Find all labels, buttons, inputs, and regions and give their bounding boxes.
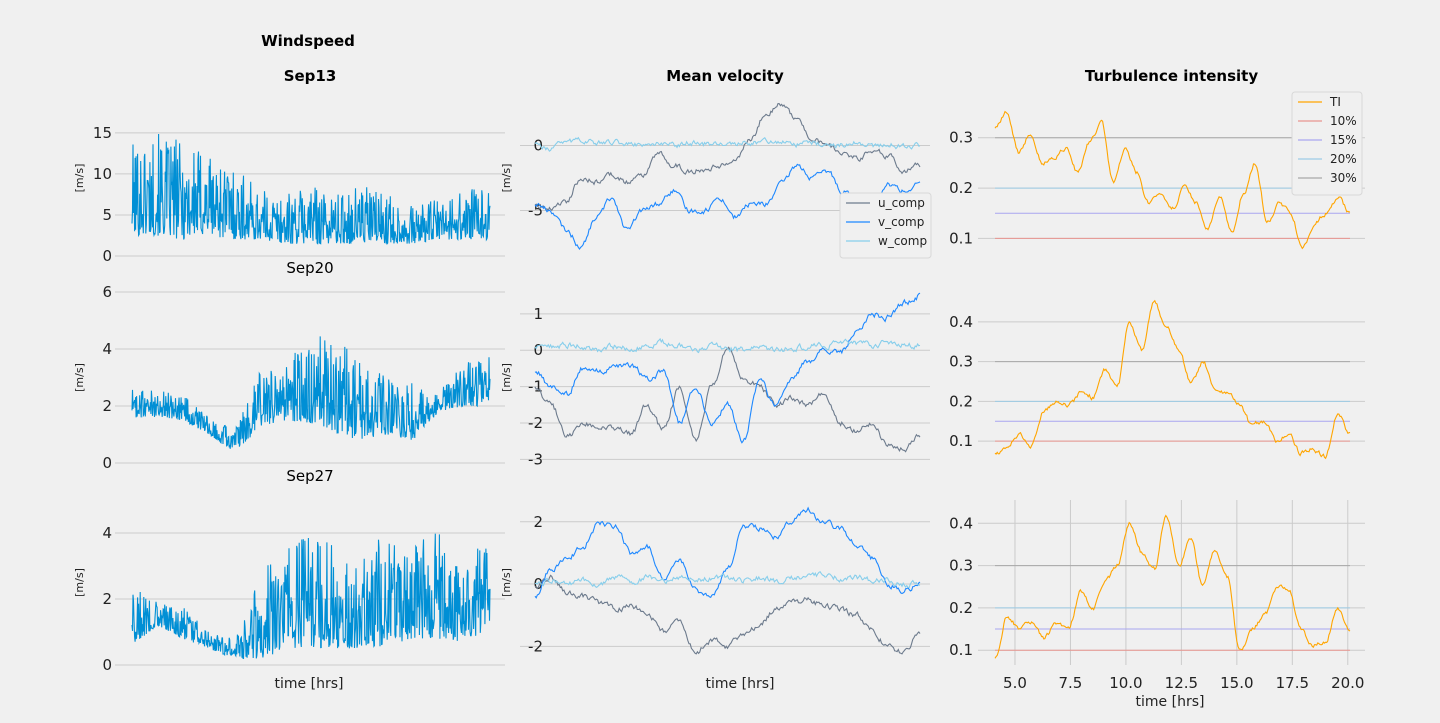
chart-ti_sep20: 0.1 0.2 0.3 0.4 (949, 299, 1365, 460)
y-axis-label: [m/s] (500, 568, 513, 597)
legend-label: 30% (1330, 171, 1357, 185)
y-tick-label: 2 (102, 590, 112, 608)
x-tick-label: 7.5 (1059, 674, 1083, 692)
y-tick-label: 4 (102, 524, 112, 542)
x-tick-label: 15.0 (1220, 674, 1253, 692)
y-tick-label: 0.2 (949, 599, 973, 617)
chart-ti_sep13: 0.1 0.2 0.3 Turbulence intensity TI 10% 15% 20%… (949, 67, 1365, 250)
series-windspeed (131, 133, 491, 246)
panel-title: Turbulence intensity (1085, 67, 1258, 85)
y-tick-label: 2 (533, 513, 543, 531)
y-axis-label: [m/s] (73, 568, 86, 597)
y-tick-label: 0.1 (949, 641, 973, 659)
x-axis-label: time [hrs] (1136, 694, 1205, 710)
legend: TI 10% 15% 20% 30% (1291, 91, 1363, 196)
legend-label: 10% (1330, 114, 1357, 128)
series-u_comp (534, 346, 921, 453)
y-tick-label: 0 (533, 341, 543, 359)
series-v_comp (534, 292, 921, 444)
y-tick-label: 10 (93, 165, 112, 183)
x-tick-label: 10.0 (1109, 674, 1142, 692)
y-axis-label: [m/s] (73, 363, 86, 392)
series-u_comp (534, 574, 921, 655)
y-tick-label: 15 (93, 124, 112, 142)
y-tick-label: 1 (533, 305, 543, 323)
panel-title: Sep27 (286, 467, 333, 485)
panel-title: Mean velocity (666, 67, 784, 85)
y-tick-label: 0.2 (949, 179, 973, 197)
y-axis-label: [m/s] (73, 164, 86, 193)
chart-ws_sep13: 0 5 10 15 Sep13 [m/s] (73, 67, 505, 265)
x-tick-label: 12.5 (1165, 674, 1198, 692)
panel-title: Sep13 (284, 67, 337, 85)
y-tick-label: 0.2 (949, 392, 973, 410)
legend-label: TI (1329, 95, 1341, 109)
y-tick-label: 0.3 (949, 353, 973, 371)
legend-label: w_comp (878, 234, 927, 248)
y-tick-label: 0.1 (949, 432, 973, 450)
y-tick-label: 4 (102, 340, 112, 358)
y-tick-label: 0.1 (949, 229, 973, 247)
legend-box (839, 192, 932, 259)
y-tick-label: 6 (102, 283, 112, 301)
y-tick-label: 0 (533, 137, 543, 155)
series-TI (994, 110, 1351, 250)
y-tick-label: 0 (533, 575, 543, 593)
legend-box (1291, 91, 1363, 196)
series-TI (994, 514, 1351, 659)
y-tick-label: 0.4 (949, 313, 973, 331)
chart-mv_sep27: -2 0 2 [m/s] time [hrs] (500, 506, 930, 692)
chart-mv_sep20: -3 -2 -1 0 1 [m/s] (500, 292, 930, 468)
series-windspeed (131, 336, 491, 449)
series-w_comp (534, 136, 921, 152)
y-tick-label: -3 (528, 450, 543, 468)
y-axis-label: [m/s] (500, 363, 513, 392)
y-tick-label: -2 (528, 414, 543, 432)
legend-label: 20% (1330, 152, 1357, 166)
windspeed-super-title: Windspeed (261, 32, 355, 50)
series-w_comp (534, 337, 921, 354)
chart-mv_sep13: -5 0 Mean velocity [m/s] u_comp v_comp w_comp (500, 67, 932, 259)
legend-label: 15% (1330, 133, 1357, 147)
y-tick-label: -1 (528, 378, 543, 396)
legend-label: v_comp (878, 215, 924, 229)
series-u_comp (534, 103, 921, 212)
y-tick-label: 0 (102, 247, 112, 265)
series-windspeed (131, 533, 491, 660)
legend: u_comp v_comp w_comp (839, 192, 932, 259)
chart-ti_sep27: 0.1 0.2 0.3 0.4 5.0 7.5 10.0 12.5 15.0 17.5 20.0 ti… (949, 500, 1365, 710)
y-axis-label: [m/s] (500, 164, 513, 193)
y-tick-label: 0 (102, 656, 112, 674)
x-tick-label: 17.5 (1276, 674, 1309, 692)
y-tick-label: -5 (528, 202, 543, 220)
panel-title: Sep20 (286, 259, 333, 277)
y-tick-label: -2 (528, 637, 543, 655)
y-tick-label: 0.3 (949, 129, 973, 147)
y-tick-label: 0 (102, 454, 112, 472)
y-tick-label: 5 (102, 206, 112, 224)
x-tick-label: 20.0 (1331, 674, 1364, 692)
x-axis-label: time [hrs] (706, 676, 775, 692)
y-tick-label: 0.3 (949, 557, 973, 575)
series-TI (994, 299, 1351, 460)
chart-ws_sep27: 0 2 4 Sep27 [m/s] time [hrs] (73, 467, 505, 692)
series-v_comp (534, 506, 921, 599)
legend-label: u_comp (878, 196, 925, 210)
x-tick-label: 5.0 (1003, 674, 1027, 692)
y-tick-label: 0.4 (949, 514, 973, 532)
x-axis-label: time [hrs] (275, 676, 344, 692)
y-tick-label: 2 (102, 397, 112, 415)
chart-ws_sep20: 0 2 4 6 Sep20 [m/s] (73, 259, 505, 472)
series-w_comp (534, 570, 921, 588)
